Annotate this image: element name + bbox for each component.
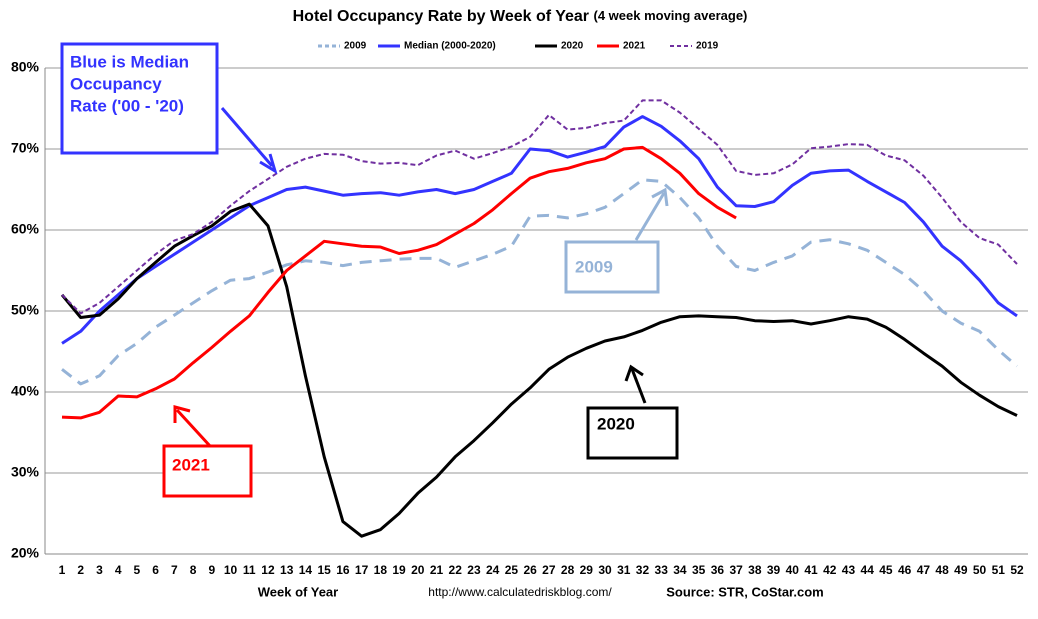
x-tick-label: 38	[748, 563, 762, 577]
y-tick-label: 20%	[11, 545, 40, 561]
x-tick-label: 8	[190, 563, 197, 577]
chart-title-text: Hotel Occupancy Rate by Week of Year (4 …	[293, 8, 748, 25]
x-tick-label: 52	[1010, 563, 1024, 577]
x-tick-label: 19	[392, 563, 406, 577]
x-tick-label: 44	[861, 563, 875, 577]
annotation-text: 2021	[172, 455, 210, 474]
x-tick-label: 4	[115, 563, 122, 577]
series-line	[61, 178, 1018, 386]
x-tick-label: 47	[917, 563, 931, 577]
x-tick-label: 21	[430, 563, 444, 577]
x-tick-label: 20	[411, 563, 425, 577]
x-tick-label: 43	[842, 563, 856, 577]
x-tick-label: 28	[561, 563, 575, 577]
arrow	[630, 368, 647, 404]
arrow-head	[624, 364, 644, 382]
x-tick-label: 40	[786, 563, 800, 577]
x-tick-label: 13	[280, 563, 294, 577]
y-tick-label: 50%	[11, 302, 40, 318]
x-tick-label: 35	[692, 563, 706, 577]
series-line	[61, 145, 737, 420]
x-tick-label: 45	[879, 563, 893, 577]
legend-label: 2019	[696, 41, 719, 52]
y-tick-label: 70%	[11, 140, 40, 156]
legend-label: 2020	[561, 41, 584, 52]
x-tick-label: 24	[486, 563, 500, 577]
x-tick-label: 22	[449, 563, 463, 577]
y-tick-label: 80%	[11, 59, 40, 75]
x-tick-label: 1	[59, 563, 66, 577]
x-tick-label: 2	[77, 563, 84, 577]
legend-label: 2021	[623, 41, 646, 52]
x-tick-label: 33	[655, 563, 669, 577]
y-tick-label: 60%	[11, 221, 40, 237]
x-tick-label: 46	[898, 563, 912, 577]
x-tick-label: 7	[171, 563, 178, 577]
x-tick-label: 32	[636, 563, 650, 577]
x-tick-label: 31	[617, 563, 631, 577]
x-tick-label: 42	[823, 563, 837, 577]
arrow	[220, 107, 274, 167]
annotation-text: Occupancy	[70, 74, 162, 93]
x-tick-label: 14	[299, 563, 313, 577]
legend-label: 2009	[344, 41, 367, 52]
x-tick-label: 48	[935, 563, 949, 577]
legend-label: Median (2000-2020)	[404, 41, 496, 52]
annotation-box	[586, 406, 679, 460]
x-tick-label: 36	[711, 563, 725, 577]
y-tick-label: 40%	[11, 383, 40, 399]
x-tick-label: 26	[523, 563, 537, 577]
annotation-text: 2009	[575, 257, 613, 276]
annotation-text: Blue is Median	[70, 52, 189, 71]
arrow	[175, 408, 212, 448]
x-tick-label: 11	[243, 563, 256, 577]
x-tick-label: 41	[804, 563, 818, 577]
x-tick-label: 34	[673, 563, 687, 577]
chart-subtitle: (4 week moving average)	[593, 8, 747, 23]
arrow-head	[259, 153, 278, 175]
annotation-box	[162, 444, 253, 498]
x-tick-label: 27	[542, 563, 556, 577]
x-tick-label: 10	[224, 563, 238, 577]
annotation-box	[60, 42, 219, 155]
annotation-text: Rate ('00 - '20)	[70, 96, 184, 115]
annotations: Blue is Median Occupancy Rate ('00 - '20…	[60, 42, 679, 498]
x-tick-label: 6	[152, 563, 159, 577]
x-tick-label: 25	[505, 563, 519, 577]
x-tick-label: 9	[208, 563, 215, 577]
x-tick-label: 18	[374, 563, 388, 577]
x-tick-label: 3	[96, 563, 103, 577]
x-tick-label: 37	[729, 563, 743, 577]
arrow-head	[173, 405, 191, 423]
annotation-text: 2020	[597, 414, 635, 433]
x-tick-label: 30	[598, 563, 612, 577]
x-tick-label: 16	[336, 563, 350, 577]
x-tick-label: 15	[317, 563, 331, 577]
x-tick-label: 49	[954, 563, 968, 577]
plot-area: 20%30%40%50%60%70%80%1 2 3 4 5 6 7 8 9 10 11 12 13 14…	[11, 59, 1028, 577]
chart-title: Hotel Occupancy Rate by Week of Year	[293, 8, 589, 25]
url: http://www.calculatedriskblog.com/	[428, 585, 612, 599]
x-tick-label: 17	[355, 563, 369, 577]
annotation-box	[564, 240, 660, 294]
x-tick-label: 39	[767, 563, 781, 577]
arrow	[634, 192, 666, 241]
source: Source: STR, CoStar.com	[666, 584, 823, 599]
y-tick-label: 30%	[11, 464, 40, 480]
x-tick-label: 5	[134, 563, 141, 577]
series-line	[61, 115, 1018, 345]
arrow-head	[651, 187, 669, 207]
x-axis-label: Week of Year	[258, 584, 338, 599]
x-tick-label: 23	[467, 563, 481, 577]
x-tick-label: 51	[992, 563, 1006, 577]
x-tick-label: 12	[261, 563, 275, 577]
x-tick-label: 50	[973, 563, 987, 577]
series-line	[60, 202, 1018, 538]
x-tick-label: 29	[580, 563, 594, 577]
